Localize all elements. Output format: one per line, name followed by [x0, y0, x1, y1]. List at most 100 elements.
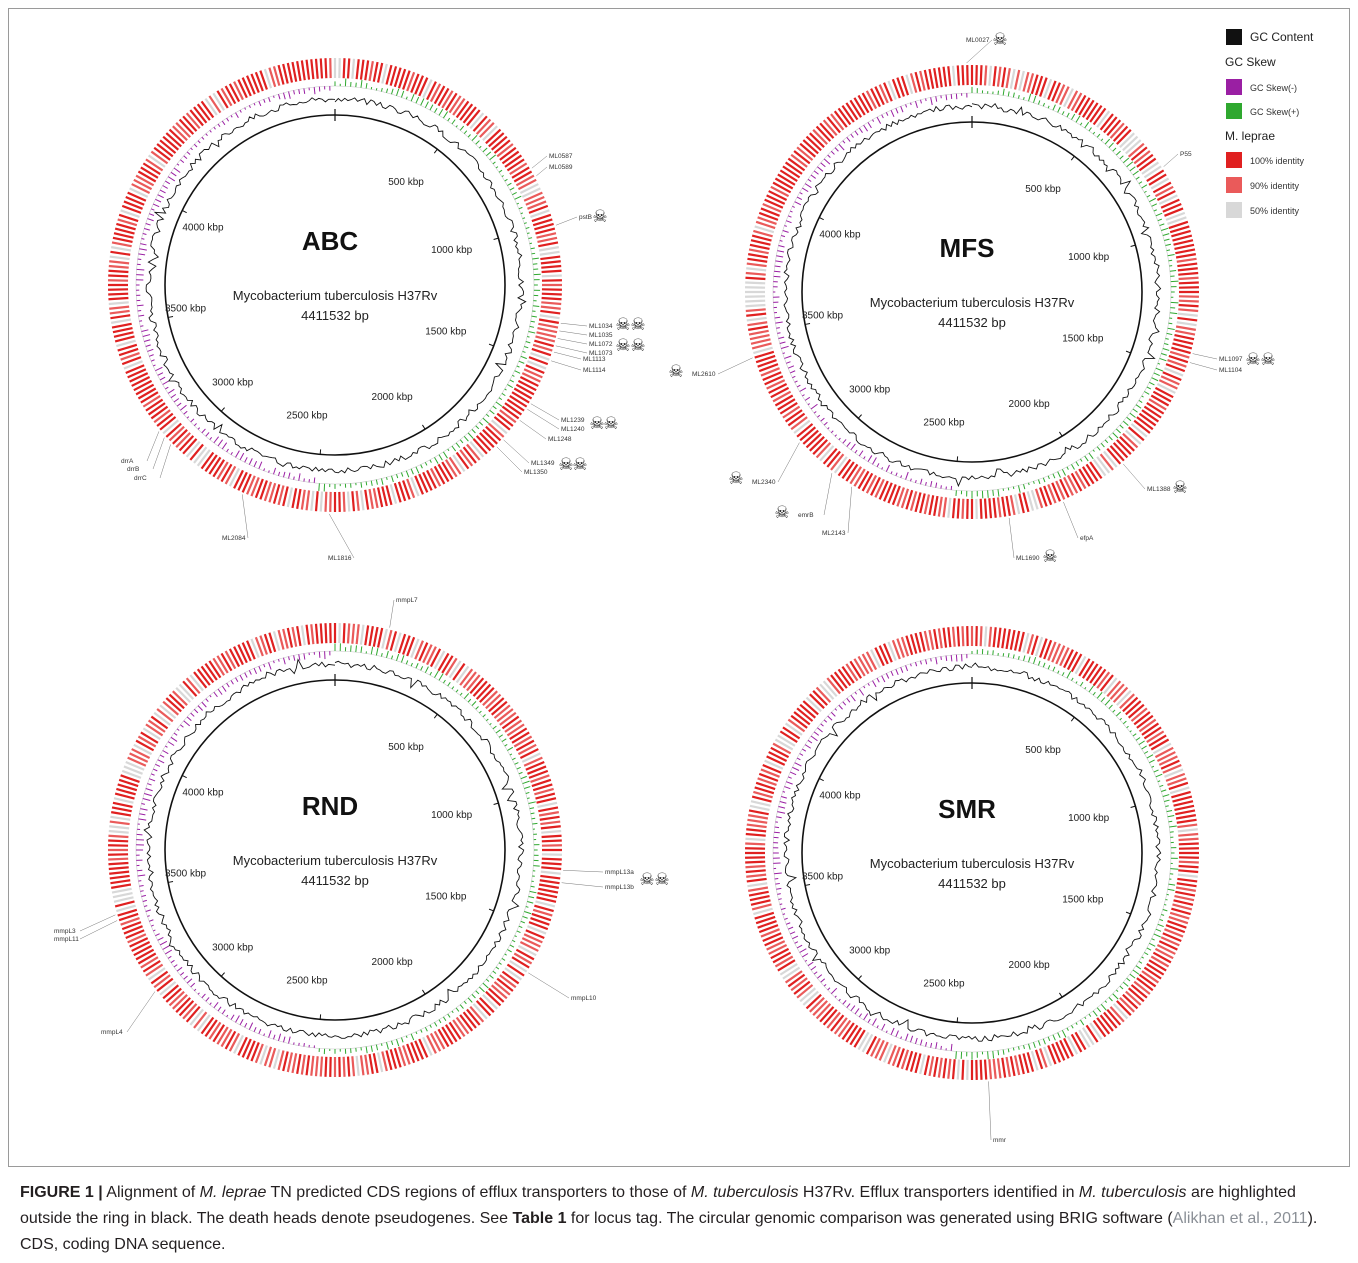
- identity-block: [1175, 248, 1196, 255]
- identity-block: [758, 363, 779, 373]
- backbone-circle: [164, 679, 506, 1021]
- gc-skew-bar: [144, 339, 151, 342]
- gc-skew-bar: [895, 472, 898, 477]
- identity-block: [770, 185, 790, 198]
- identity-block: [748, 809, 769, 816]
- identity-block: [1074, 94, 1087, 114]
- gene-leader-line: [1189, 362, 1218, 371]
- gc-skew-bar: [217, 1006, 222, 1012]
- identity-block: [1005, 67, 1011, 89]
- caption-table-ref[interactable]: Table 1: [512, 1210, 567, 1227]
- gc-skew-bar: [1100, 138, 1104, 142]
- gc-skew-bar: [455, 442, 461, 448]
- identity-block: [1009, 495, 1016, 516]
- identity-block: [237, 1036, 248, 1056]
- gc-skew-bar: [507, 949, 512, 953]
- gc-skew-bar: [459, 125, 465, 131]
- identity-block: [914, 492, 922, 513]
- identity-block: [182, 115, 198, 132]
- identity-block: [956, 1059, 961, 1080]
- kbp-tick: [857, 975, 862, 980]
- identity-block: [1013, 630, 1021, 651]
- kbp-tick: [1059, 992, 1063, 998]
- gc-skew-bar: [1119, 985, 1124, 990]
- gc-skew-bar: [438, 1019, 442, 1024]
- gc-skew-bar: [1017, 485, 1021, 493]
- identity-block: [496, 708, 514, 723]
- gc-skew-bar: [1168, 259, 1173, 262]
- identity-block: [123, 200, 143, 210]
- gc-skew-bar: [827, 154, 831, 158]
- identity-block: [110, 883, 132, 889]
- identity-block: [263, 633, 273, 654]
- gc-skew-bar: [213, 1001, 219, 1009]
- identity-block: [324, 491, 328, 512]
- gene-leader-line: [146, 431, 160, 462]
- gc-skew-bar: [162, 380, 169, 385]
- gc-skew-bar: [451, 686, 455, 690]
- identity-block: [462, 1011, 477, 1029]
- gc-skew-bar: [248, 458, 253, 465]
- gc-skew-bar: [804, 744, 811, 749]
- gc-skew-bar: [167, 176, 176, 182]
- gc-skew-bar: [925, 98, 927, 102]
- gene-label: ML1114: [583, 367, 606, 374]
- kbp-tick-label: 3500 kbp: [165, 303, 207, 314]
- gc-skew-bar: [415, 96, 420, 104]
- identity-block: [536, 896, 557, 903]
- identity-block: [1178, 303, 1199, 308]
- identity-block: [277, 64, 285, 85]
- gc-skew-bar: [221, 120, 226, 126]
- gc-skew-bar: [945, 94, 948, 101]
- identity-block: [540, 874, 561, 880]
- kbp-tick-label: 2000 kbp: [372, 957, 414, 968]
- gc-skew-bar: [530, 247, 535, 250]
- identity-block: [1096, 671, 1111, 689]
- gc-skew-bar: [950, 655, 953, 662]
- identity-block: [506, 723, 525, 737]
- gc-skew-bar: [823, 158, 831, 165]
- identity-block: [905, 1050, 914, 1071]
- kbp-tick: [1059, 431, 1063, 437]
- gc-skew-bar: [895, 107, 899, 114]
- identity-block: [802, 429, 819, 445]
- gc-skew-bar: [258, 665, 262, 672]
- gc-skew-bar: [288, 656, 290, 661]
- identity-block: [1156, 751, 1176, 762]
- gc-skew-bar: [830, 150, 835, 155]
- gc-skew-bar: [1100, 442, 1105, 448]
- gc-skew-bar: [447, 681, 451, 687]
- gc-skew-bar: [799, 192, 803, 195]
- identity-block: [1030, 1050, 1039, 1071]
- identity-block: [165, 422, 182, 438]
- gene-leader-line: [536, 166, 548, 177]
- identity-block: [849, 99, 863, 118]
- kbp-tick-label: 1000 kbp: [1068, 252, 1110, 263]
- identity-block: [1116, 690, 1132, 706]
- gc-skew-bar: [890, 110, 895, 117]
- gc-skew-bar: [1052, 104, 1056, 111]
- gc-skew-bar: [230, 1014, 235, 1020]
- genome-size: 4411532 bp: [938, 876, 1006, 891]
- identity-block: [129, 372, 149, 383]
- identity-block: [385, 485, 393, 506]
- identity-block: [531, 778, 552, 788]
- identity-block: [754, 225, 775, 234]
- gc-skew-bar: [495, 166, 499, 169]
- identity-block: [988, 626, 993, 647]
- identity-block: [790, 714, 808, 729]
- identity-block: [1143, 726, 1162, 740]
- gene-label: ML0589: [549, 164, 573, 171]
- identity-block: [782, 726, 801, 740]
- identity-block: [1172, 234, 1193, 242]
- caption-citation-link[interactable]: Alikhan et al., 2011: [1172, 1210, 1308, 1227]
- identity-block: [887, 641, 897, 661]
- gc-skew-bar: [147, 348, 154, 352]
- gc-skew-bar: [467, 997, 473, 1003]
- gc-skew-bar: [482, 982, 489, 989]
- identity-block: [1047, 484, 1057, 504]
- identity-block: [956, 498, 961, 519]
- gc-skew-bar: [429, 1024, 432, 1028]
- gc-skew-bar: [253, 103, 256, 106]
- identity-block: [125, 929, 145, 939]
